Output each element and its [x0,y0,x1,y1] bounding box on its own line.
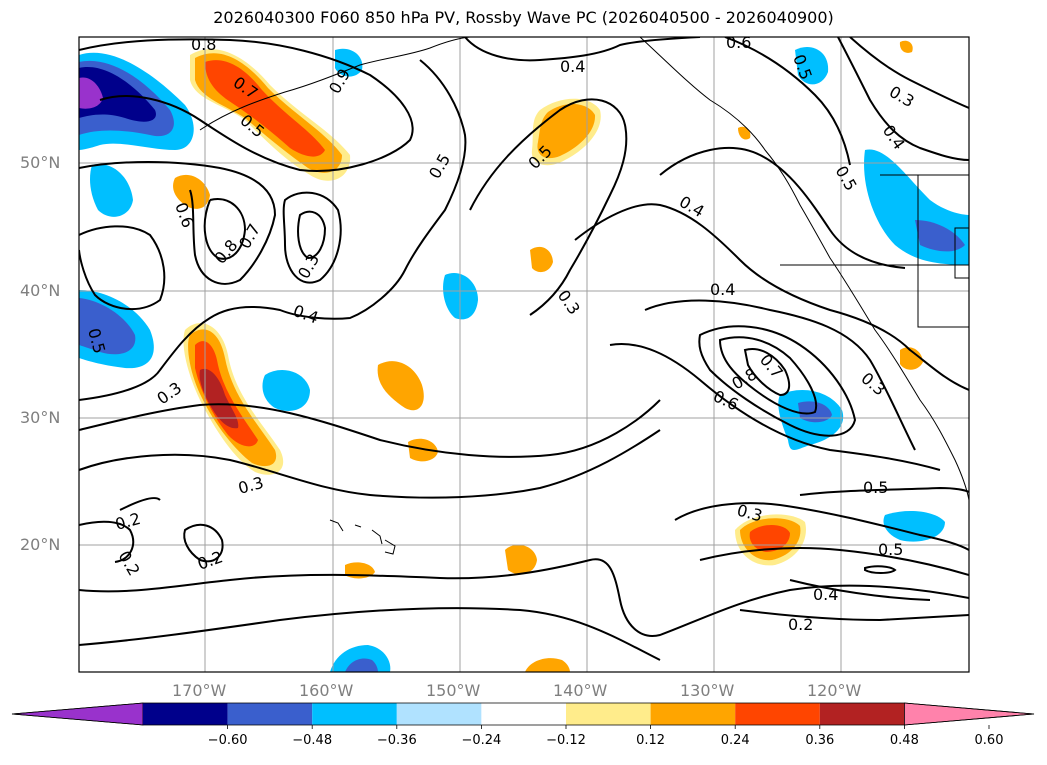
colorbar [11,702,1035,729]
graticule [79,37,969,672]
lon-label: 160°W [299,681,354,700]
colorbar-swatch [227,703,313,725]
colorbar-tick-label: −0.12 [546,733,586,748]
colorbar-swatch [566,703,651,725]
lon-label: 150°W [426,681,481,700]
colorbar-tick-label: 0.36 [805,733,835,748]
coastlines [199,37,969,555]
contour-label: 0.5 [425,150,454,182]
map-frame [78,36,970,673]
colorbar-swatch [312,703,397,725]
positive-pv-region [205,60,325,157]
contour-label: 0.2 [113,509,143,534]
colorbar-swatch [481,703,566,725]
positive-pv-region [199,368,239,429]
negative-pv-region [443,272,478,320]
negative-pv-region [90,164,133,217]
colorbar-tick-label: 0.60 [974,733,1004,748]
contour-label: 0.4 [291,301,321,328]
negative-pv-region [335,48,363,77]
contour-label: 0.3 [857,369,889,400]
lat-label: 20°N [20,535,61,554]
lon-label: 140°W [553,681,608,700]
contour-label: 0.4 [560,57,585,76]
contour-label: 0.2 [788,615,813,634]
contour-label: 0.4 [879,121,909,153]
contour-label: 0.4 [710,280,735,299]
colorbar-outline [11,702,1035,726]
positive-pv-region [195,341,258,447]
colorbar-swatch [143,703,228,725]
map-title: 2026040300 F060 850 hPa PV, Rossby Wave … [213,8,834,27]
negative-pv-region [915,220,965,252]
negative-pv-region [795,46,829,85]
positive-pv-region [537,104,596,159]
positive-pv-region [899,40,913,53]
positive-pv-region [738,126,751,140]
colorbar-swatch [735,703,820,725]
colorbar-extend-max [904,702,1035,726]
lat-label: 40°N [20,281,61,300]
contour-label: 0.5 [878,540,903,559]
pc-contours [79,37,969,661]
contour-label: 0.8 [191,35,216,54]
colorbar-tick-label: −0.48 [292,733,333,748]
lon-label: 120°W [807,681,862,700]
pv-shading [79,40,969,672]
contour-label: 0.4 [676,192,708,221]
contour-label: 0.7 [756,350,787,382]
negative-pv-region [883,510,945,542]
negative-pv-region [79,298,136,355]
lat-label: 30°N [20,408,61,427]
colorbar-tick-label: 0.24 [720,733,750,748]
contour-label: 0.5 [863,478,888,497]
colorbar-tick-label: 0.48 [889,733,919,748]
lat-label: 50°N [20,153,61,172]
contour-label: 0.5 [832,163,861,195]
contour-label: 0.2 [115,548,144,580]
contour-label: 0.4 [813,585,838,604]
positive-pv-region [525,658,570,672]
positive-pv-region [530,246,553,273]
lon-label: 170°W [172,681,227,700]
colorbar-tick-label: −0.24 [461,733,502,748]
colorbar-swatch [819,703,905,725]
contour-label: 0.3 [236,473,266,498]
positive-pv-region [505,544,537,575]
colorbar-swatch [650,703,736,725]
colorbar-tick-label: −0.60 [207,733,248,748]
negative-pv-region [345,658,378,672]
contour-label: 0.6 [726,33,751,52]
negative-pv-region [79,67,156,122]
colorbar-extend-min [11,702,144,726]
contour-label: 0.3 [294,250,323,282]
positive-pv-region [377,361,424,411]
negative-pv-region [262,370,310,411]
negative-pv-region [79,77,103,109]
colorbar-tick-label: 0.12 [636,733,666,748]
lon-label: 130°W [680,681,735,700]
positive-pv-region [900,347,923,370]
contour-label: 0.3 [886,82,918,111]
contour-label: 0.3 [153,378,185,408]
colorbar-tick-label: −0.36 [376,733,417,748]
colorbar-swatch [396,703,482,725]
